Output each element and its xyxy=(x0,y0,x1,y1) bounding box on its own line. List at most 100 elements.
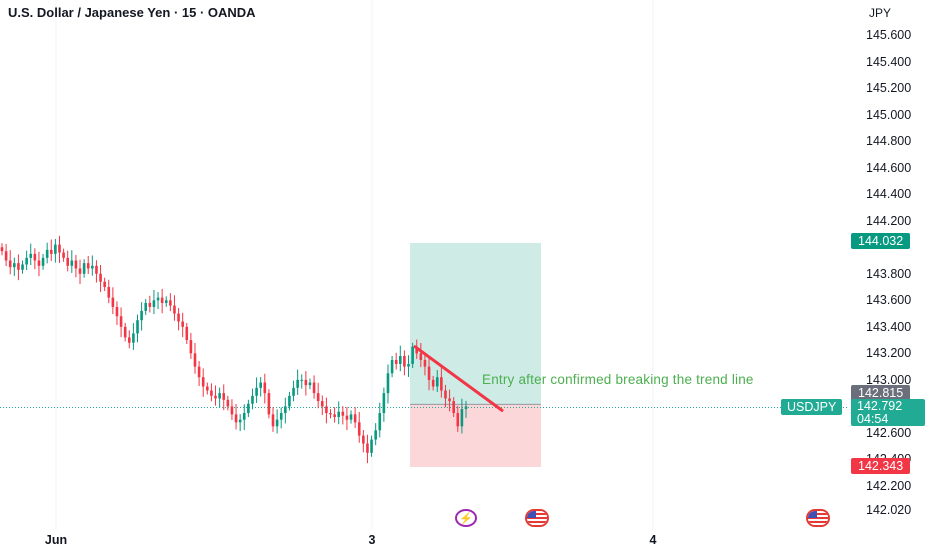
price-tick-label: 145.400 xyxy=(866,54,912,69)
candle-body xyxy=(210,390,213,396)
price-tick-label: 144.800 xyxy=(866,134,912,149)
candle-body xyxy=(316,393,320,402)
candle-body xyxy=(267,393,271,415)
candle-body xyxy=(29,253,33,258)
candle-body xyxy=(136,320,139,334)
candle-body xyxy=(177,313,180,322)
candle-body xyxy=(390,359,394,374)
candle-body xyxy=(464,406,468,410)
candle-body xyxy=(91,265,94,269)
candle-body xyxy=(296,379,299,388)
candle-body xyxy=(95,265,98,274)
candle-body xyxy=(181,321,184,327)
candle-body xyxy=(259,382,262,388)
candle-body xyxy=(37,260,41,266)
candle-body xyxy=(378,413,382,431)
candle-body xyxy=(325,406,328,414)
candle-body xyxy=(435,377,439,387)
candle-body xyxy=(333,414,336,418)
candle-body xyxy=(292,387,295,396)
candle-body xyxy=(345,415,349,420)
candle-body xyxy=(152,300,156,307)
candle-body xyxy=(222,393,226,400)
candle-body xyxy=(238,419,242,423)
candle-body xyxy=(341,411,345,416)
candle-body xyxy=(234,414,238,423)
candle-body xyxy=(407,363,410,367)
candle-body xyxy=(21,264,24,270)
bar-countdown: 04:54 xyxy=(857,412,889,426)
candle-body xyxy=(164,300,168,303)
price-chart-svg[interactable] xyxy=(0,0,848,530)
candle-body xyxy=(214,395,217,399)
us-flag-icon xyxy=(808,511,828,525)
candle-body xyxy=(374,430,377,440)
price-tick-label: 143.000 xyxy=(866,372,912,387)
candle-body xyxy=(251,395,254,404)
trade-annotation[interactable]: Entry after confirmed breaking the trend… xyxy=(482,372,754,387)
candle-body xyxy=(247,403,250,414)
candles xyxy=(0,235,468,464)
stop-zone xyxy=(410,404,541,468)
grid-lines xyxy=(55,0,654,530)
candle-body xyxy=(242,413,246,420)
candle-body xyxy=(399,356,402,364)
candle-body xyxy=(82,263,86,274)
candle-body xyxy=(17,263,20,270)
candle-body xyxy=(33,253,37,261)
candle-body xyxy=(423,359,427,367)
candle-body xyxy=(132,333,135,343)
candle-body xyxy=(415,346,419,354)
last-price-value: 142.792 xyxy=(857,399,903,413)
price-tick-label: 144.400 xyxy=(866,187,912,202)
time-label-3: 3 xyxy=(368,533,376,547)
candle-body xyxy=(193,353,197,367)
stop-price-tag: 142.343 xyxy=(851,458,911,474)
candle-body xyxy=(70,260,74,266)
candle-body xyxy=(78,268,82,274)
candle-body xyxy=(173,305,176,314)
candle-body xyxy=(370,439,373,453)
price-tick-label: 145.200 xyxy=(866,81,912,96)
candle-body xyxy=(329,413,332,415)
candle-body xyxy=(206,386,209,391)
candle-body xyxy=(13,263,16,268)
candle-body xyxy=(169,300,172,306)
price-tick-label: 143.600 xyxy=(866,293,912,308)
time-scale[interactable]: Jun 3 4 xyxy=(0,530,848,550)
candle-body xyxy=(86,263,90,269)
target-zone xyxy=(410,242,541,405)
flash-event-icon[interactable]: ⚡ xyxy=(455,509,477,527)
us-flag-event-icon[interactable] xyxy=(806,509,830,527)
candle-body xyxy=(440,377,443,391)
candle-body xyxy=(279,413,283,420)
candle-body xyxy=(66,257,69,266)
price-tick-label: 143.400 xyxy=(866,319,912,334)
candle-body xyxy=(394,359,398,364)
price-tick-label: 143.200 xyxy=(866,346,912,361)
candle-body xyxy=(366,443,369,453)
price-scale[interactable]: 145.600 145.400 145.200 145.000 144.800 144.6… xyxy=(848,0,932,530)
candle-body xyxy=(304,379,308,386)
candle-body xyxy=(444,390,447,399)
candle-body xyxy=(58,244,61,253)
candle-body xyxy=(218,393,221,399)
candle-body xyxy=(300,379,304,381)
us-flag-event-icon[interactable] xyxy=(525,509,549,527)
candle-body xyxy=(403,356,406,367)
lightning-icon: ⚡ xyxy=(459,512,473,525)
currency-label: JPY xyxy=(869,6,892,20)
price-tick-label: 142.020 xyxy=(866,502,912,517)
candle-body xyxy=(419,353,423,360)
candle-body xyxy=(156,297,160,301)
candle-body xyxy=(123,326,127,338)
candle-body xyxy=(103,281,106,288)
candle-body xyxy=(230,406,234,415)
candle-body xyxy=(49,249,53,254)
candle-body xyxy=(448,398,451,402)
candle-body xyxy=(4,251,8,261)
price-tick-label: 143.800 xyxy=(866,266,912,281)
candle-body xyxy=(411,346,414,364)
candle-body xyxy=(382,393,386,414)
